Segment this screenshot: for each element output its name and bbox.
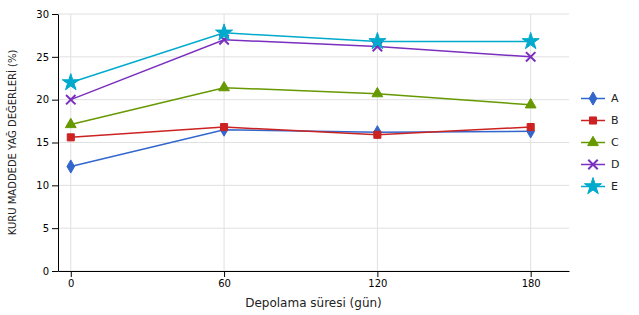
grid-line xyxy=(58,99,569,100)
legend-label: D xyxy=(611,158,619,171)
legend-label: C xyxy=(611,136,619,149)
tick-mark xyxy=(52,100,58,101)
tick-mark xyxy=(52,271,58,272)
tick: 0 xyxy=(43,266,58,277)
legend-label: E xyxy=(611,180,618,193)
line xyxy=(71,40,531,100)
point xyxy=(220,123,228,136)
tick: 120 xyxy=(368,271,387,289)
point xyxy=(369,32,386,48)
point xyxy=(522,32,539,48)
tick-label: 0 xyxy=(68,278,74,289)
legend-marker xyxy=(589,117,596,124)
tick-label: 5 xyxy=(43,223,49,234)
chart: 0 60 120 180 0 5 10 15 20 25 30 Depolama süresi (gü… xyxy=(0,0,639,315)
point xyxy=(374,126,382,139)
tick: 5 xyxy=(43,223,58,234)
point xyxy=(216,24,233,40)
tick-mark xyxy=(224,271,225,277)
legend-marker xyxy=(588,136,599,145)
marks xyxy=(62,24,539,173)
tick-label: 180 xyxy=(522,278,541,289)
line xyxy=(71,127,531,137)
point xyxy=(219,81,230,90)
tick-mark xyxy=(52,14,58,15)
grid-line xyxy=(530,14,531,271)
grid-line xyxy=(58,56,569,57)
tick-mark xyxy=(71,271,72,277)
legend-item: C xyxy=(581,136,619,149)
grid-line xyxy=(58,142,569,143)
tick: 20 xyxy=(36,94,58,105)
grid-line xyxy=(58,271,569,272)
point xyxy=(67,134,74,141)
tick-label: 120 xyxy=(368,278,387,289)
point xyxy=(374,131,381,138)
axis-line xyxy=(58,15,59,272)
tick: 25 xyxy=(36,52,58,63)
series xyxy=(66,35,535,104)
tick-label: 10 xyxy=(36,180,49,191)
tick-mark xyxy=(52,228,58,229)
tick: 180 xyxy=(522,271,541,289)
legend-marker xyxy=(588,160,597,169)
tick: 60 xyxy=(218,271,231,289)
legend-marker xyxy=(584,178,601,194)
point xyxy=(527,124,534,131)
point xyxy=(67,160,75,173)
tick: 0 xyxy=(68,271,74,289)
axis-line xyxy=(59,271,570,272)
grid-line xyxy=(70,14,71,271)
tick-label: 60 xyxy=(218,278,231,289)
line xyxy=(71,33,531,83)
point xyxy=(65,118,76,127)
tick-label: 0 xyxy=(43,266,49,277)
tick-mark xyxy=(531,271,532,277)
point xyxy=(372,87,383,96)
point xyxy=(526,52,535,61)
tick: 30 xyxy=(36,9,58,20)
tick-mark xyxy=(52,57,58,58)
grid-line xyxy=(377,14,378,271)
legend-marker xyxy=(589,92,597,105)
legend-item: E xyxy=(581,178,618,194)
tick-mark xyxy=(52,143,58,144)
x-axis-title: Depolama süresi (gün) xyxy=(245,296,382,310)
series xyxy=(67,123,534,173)
point xyxy=(525,99,536,108)
grid xyxy=(58,14,569,271)
legend-item: D xyxy=(581,158,619,171)
line xyxy=(71,130,531,167)
legend: ABCDE xyxy=(581,92,619,194)
tick-mark xyxy=(377,271,378,277)
grid-line xyxy=(58,228,569,229)
series xyxy=(67,124,534,141)
legend-item: A xyxy=(581,92,619,105)
line xyxy=(71,88,531,125)
grid-line xyxy=(58,185,569,186)
point xyxy=(62,74,79,90)
tick-label: 20 xyxy=(36,94,49,105)
legend-label: B xyxy=(611,114,619,127)
y-axis-title: KURU MADDEDE YAĞ DEĞERLERİ (%) xyxy=(6,50,18,236)
tick: 10 xyxy=(36,180,58,191)
grid-line xyxy=(224,14,225,271)
x-axis: 0 60 120 180 xyxy=(59,271,570,289)
tick-label: 15 xyxy=(36,137,49,148)
tick-label: 30 xyxy=(36,9,49,20)
plot: 0 60 120 180 0 5 10 15 20 25 30 xyxy=(36,9,569,289)
y-axis: 0 5 10 15 20 25 30 xyxy=(36,9,58,277)
tick-mark xyxy=(52,185,58,186)
series xyxy=(65,81,536,127)
series xyxy=(62,24,539,90)
legend-label: A xyxy=(611,92,619,105)
tick-label: 25 xyxy=(36,52,49,63)
point xyxy=(221,124,228,131)
point xyxy=(66,95,75,104)
tick: 15 xyxy=(36,137,58,148)
legend-item: B xyxy=(581,114,619,127)
grid-line xyxy=(58,14,569,15)
